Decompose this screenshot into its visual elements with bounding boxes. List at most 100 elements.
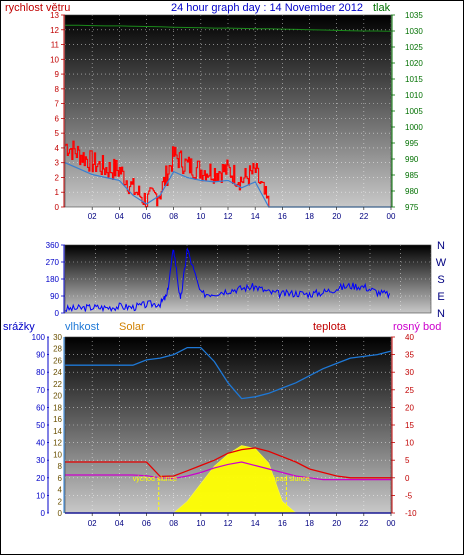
pressure-y-tick-label: 1005 bbox=[405, 107, 423, 116]
temperature-axis-title: teplota bbox=[313, 321, 347, 333]
direction-y-tick-label: 360 bbox=[46, 241, 60, 250]
wind-direction-line bbox=[64, 247, 391, 313]
solar-y-tick-label: 16 bbox=[53, 415, 62, 424]
temperature-y-tick-label: 35 bbox=[405, 351, 414, 360]
solar-y-tick-label: 18 bbox=[53, 403, 62, 412]
x-tick-label: 14 bbox=[251, 212, 260, 221]
pressure-y-tick-label: 1015 bbox=[405, 75, 423, 84]
solar-y-tick-label: 2 bbox=[58, 497, 63, 506]
rain-y-tick-label: 90 bbox=[36, 351, 45, 360]
rain-y-tick-label: 50 bbox=[36, 421, 45, 430]
x-tick-label: 02 bbox=[88, 519, 97, 528]
x-tick-label: 16 bbox=[278, 519, 287, 528]
x-tick-label: 22 bbox=[359, 519, 368, 528]
x-tick-label: 06 bbox=[142, 212, 151, 221]
direction-y-tick-label: 270 bbox=[46, 258, 60, 267]
direction-y-tick-label: 180 bbox=[46, 275, 60, 284]
pressure-y-tick-label: 1000 bbox=[405, 123, 423, 132]
humidity-line bbox=[65, 346, 392, 400]
temperature-y-tick-label: 25 bbox=[405, 386, 414, 395]
solar-y-tick-label: 20 bbox=[53, 392, 62, 401]
solar-y-tick-label: 6 bbox=[58, 474, 63, 483]
direction-compass-label: W bbox=[436, 257, 447, 269]
rain-y-tick-label: 30 bbox=[36, 456, 45, 465]
x-tick-label: 06 bbox=[142, 519, 151, 528]
solar-y-tick-label: 26 bbox=[53, 356, 62, 365]
x-tick-label: 02 bbox=[88, 212, 97, 221]
temperature-y-tick-label: -5 bbox=[405, 491, 413, 500]
panel-border bbox=[64, 14, 392, 208]
dewpoint-axis-title: rosný bod bbox=[393, 321, 441, 333]
temperature-y-tick-label: 40 bbox=[405, 333, 414, 342]
wind-y-tick-label: 1 bbox=[55, 188, 60, 197]
solar-y-tick-label: 28 bbox=[53, 345, 62, 354]
rain-y-tick-label: 100 bbox=[32, 333, 46, 342]
wind-y-tick-label: 7 bbox=[55, 100, 60, 109]
panel-border bbox=[64, 336, 392, 514]
x-tick-label: 20 bbox=[332, 212, 341, 221]
x-tick-label: 08 bbox=[169, 519, 178, 528]
wind-y-tick-label: 10 bbox=[50, 55, 59, 64]
wind-y-tick-label: 13 bbox=[50, 11, 59, 20]
wind-axis-title: rychlost větru bbox=[5, 2, 70, 14]
direction-compass-label: N bbox=[437, 308, 445, 320]
rain-y-tick-label: 20 bbox=[36, 474, 45, 483]
dewpoint-line bbox=[65, 461, 391, 481]
x-tick-label: 08 bbox=[169, 212, 178, 221]
rain-y-tick-label: 60 bbox=[36, 403, 45, 412]
pressure-y-tick-label: 975 bbox=[405, 203, 419, 212]
rain-y-tick-label: 80 bbox=[36, 368, 45, 377]
x-tick-label: 18 bbox=[305, 519, 314, 528]
temperature-y-tick-label: 30 bbox=[405, 368, 414, 377]
solar-y-tick-label: 0 bbox=[58, 509, 63, 518]
panel-border bbox=[64, 244, 432, 314]
humidity-axis-title: vlhkost bbox=[65, 321, 99, 333]
rain-axis-title: srážky bbox=[3, 321, 35, 333]
sun-event-label: východ slunce bbox=[133, 476, 177, 483]
wind-y-tick-label: 0 bbox=[55, 203, 60, 212]
pressure-y-tick-label: 1035 bbox=[405, 11, 423, 20]
wind-y-tick-label: 6 bbox=[55, 114, 60, 123]
solar-y-tick-label: 14 bbox=[53, 427, 62, 436]
pressure-line bbox=[65, 24, 392, 32]
temperature-y-tick-label: 5 bbox=[405, 456, 410, 465]
pressure-y-tick-label: 995 bbox=[405, 139, 419, 148]
temperature-y-tick-label: -10 bbox=[405, 509, 417, 518]
solar-axis-title: Solar bbox=[119, 321, 145, 333]
solar-y-tick-label: 22 bbox=[53, 380, 62, 389]
wind-y-tick-label: 3 bbox=[55, 159, 60, 168]
pressure-y-tick-label: 1010 bbox=[405, 91, 423, 100]
x-tick-label: 00 bbox=[387, 212, 396, 221]
solar-y-tick-label: 12 bbox=[53, 439, 62, 448]
pressure-y-tick-label: 980 bbox=[405, 187, 419, 196]
x-tick-label: 18 bbox=[305, 212, 314, 221]
solar-y-tick-label: 30 bbox=[53, 333, 62, 342]
x-tick-label: 14 bbox=[251, 519, 260, 528]
pressure-y-tick-label: 990 bbox=[405, 155, 419, 164]
graph-title: 24 hour graph day : 14 November 2012 bbox=[171, 2, 363, 14]
temperature-y-tick-label: 0 bbox=[405, 474, 410, 483]
direction-compass-label: N bbox=[437, 240, 445, 252]
sun-event-label: západ slunce bbox=[268, 476, 309, 483]
solar-y-tick-label: 10 bbox=[53, 450, 62, 459]
pressure-y-tick-label: 1030 bbox=[405, 27, 423, 36]
x-tick-label: 22 bbox=[359, 212, 368, 221]
rain-y-tick-label: 70 bbox=[36, 386, 45, 395]
pressure-y-tick-label: 1025 bbox=[405, 43, 423, 52]
direction-compass-label: E bbox=[437, 291, 444, 303]
wind-y-tick-label: 9 bbox=[55, 70, 60, 79]
rain-y-tick-label: 0 bbox=[41, 509, 46, 518]
temperature-line bbox=[65, 447, 391, 479]
solar-y-tick-label: 8 bbox=[58, 462, 63, 471]
x-tick-label: 20 bbox=[332, 519, 341, 528]
x-tick-label: 04 bbox=[115, 212, 124, 221]
x-tick-label: 00 bbox=[387, 519, 396, 528]
wind-y-tick-label: 2 bbox=[55, 173, 60, 182]
solar-y-tick-label: 4 bbox=[58, 486, 63, 495]
x-tick-label: 04 bbox=[115, 519, 124, 528]
wind-y-tick-label: 5 bbox=[55, 129, 60, 138]
temperature-y-tick-label: 15 bbox=[405, 421, 414, 430]
axes-layer: 0123456789101112139759809859909951000100… bbox=[32, 11, 447, 528]
wind-y-tick-label: 12 bbox=[50, 26, 59, 35]
